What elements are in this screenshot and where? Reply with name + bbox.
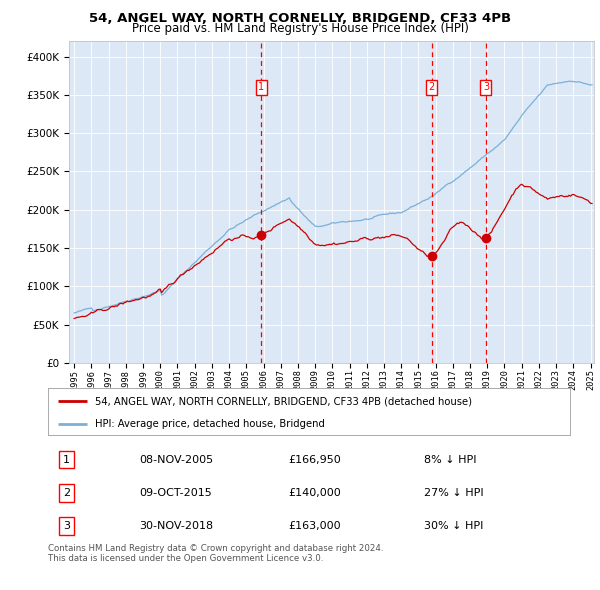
- Text: 1: 1: [63, 455, 70, 464]
- Text: 30-NOV-2018: 30-NOV-2018: [139, 521, 214, 531]
- Text: Price paid vs. HM Land Registry's House Price Index (HPI): Price paid vs. HM Land Registry's House …: [131, 22, 469, 35]
- Text: 1: 1: [258, 82, 264, 92]
- Text: 27% ↓ HPI: 27% ↓ HPI: [424, 488, 484, 498]
- Text: 2: 2: [428, 82, 435, 92]
- Text: 8% ↓ HPI: 8% ↓ HPI: [424, 455, 476, 464]
- Text: HPI: Average price, detached house, Bridgend: HPI: Average price, detached house, Brid…: [95, 419, 325, 428]
- Text: 54, ANGEL WAY, NORTH CORNELLY, BRIDGEND, CF33 4PB: 54, ANGEL WAY, NORTH CORNELLY, BRIDGEND,…: [89, 12, 511, 25]
- Text: Contains HM Land Registry data © Crown copyright and database right 2024.
This d: Contains HM Land Registry data © Crown c…: [48, 544, 383, 563]
- Text: 09-OCT-2015: 09-OCT-2015: [139, 488, 212, 498]
- Text: 08-NOV-2005: 08-NOV-2005: [139, 455, 214, 464]
- Text: 3: 3: [483, 82, 489, 92]
- Text: £140,000: £140,000: [288, 488, 341, 498]
- Text: 3: 3: [63, 521, 70, 531]
- Text: 54, ANGEL WAY, NORTH CORNELLY, BRIDGEND, CF33 4PB (detached house): 54, ANGEL WAY, NORTH CORNELLY, BRIDGEND,…: [95, 396, 472, 407]
- Text: 2: 2: [63, 488, 70, 498]
- Text: 30% ↓ HPI: 30% ↓ HPI: [424, 521, 483, 531]
- Text: £163,000: £163,000: [288, 521, 341, 531]
- Text: £166,950: £166,950: [288, 455, 341, 464]
